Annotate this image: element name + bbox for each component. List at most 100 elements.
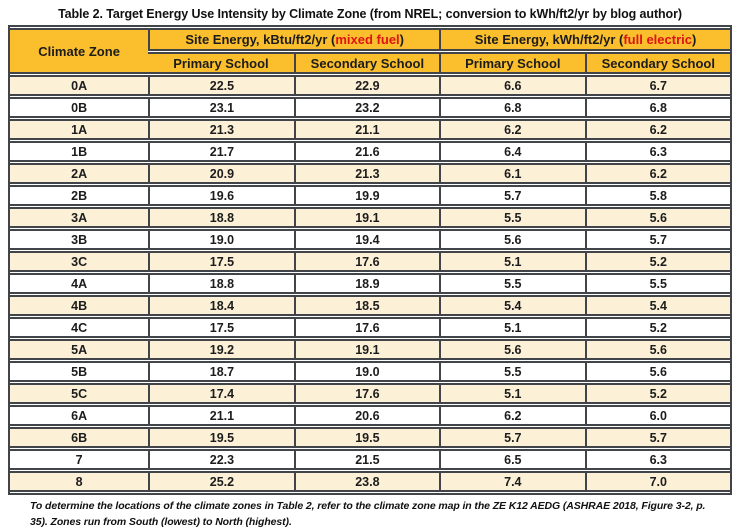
value-cell: 19.5 xyxy=(148,427,294,448)
subheader-mixed-secondary: Secondary School xyxy=(293,52,440,74)
value-cell: 5.5 xyxy=(584,273,730,294)
value-cell: 17.6 xyxy=(293,383,440,404)
value-cell: 5.2 xyxy=(584,383,730,404)
value-cell: 5.6 xyxy=(439,339,585,360)
value-cell: 6.6 xyxy=(439,75,585,96)
subheader-mixed-primary: Primary School xyxy=(148,52,294,74)
value-cell: 19.1 xyxy=(293,339,440,360)
table-row: 1A 21.3 21.1 6.2 6.2 xyxy=(10,119,730,140)
value-cell: 5.5 xyxy=(439,273,585,294)
value-cell: 20.9 xyxy=(148,163,294,184)
table-row: 4C 17.5 17.6 5.1 5.2 xyxy=(10,317,730,338)
table-row: 3C 17.5 17.6 5.1 5.2 xyxy=(10,251,730,272)
group-header-mixed-fuel-suffix: ) xyxy=(399,32,404,47)
zone-cell: 3C xyxy=(10,251,149,272)
value-cell: 5.7 xyxy=(439,185,585,206)
value-cell: 23.2 xyxy=(293,97,440,118)
table-row: 0A 22.5 22.9 6.6 6.7 xyxy=(10,75,730,96)
value-cell: 5.5 xyxy=(439,361,585,382)
value-cell: 25.2 xyxy=(148,471,294,492)
value-cell: 5.4 xyxy=(584,295,730,316)
value-cell: 17.5 xyxy=(148,251,294,272)
value-cell: 5.2 xyxy=(584,251,730,272)
zone-cell: 1B xyxy=(10,141,149,162)
zone-cell: 1A xyxy=(10,119,149,140)
value-cell: 6.2 xyxy=(439,119,585,140)
table-row: 8 25.2 23.8 7.4 7.0 xyxy=(10,471,730,492)
zone-cell: 4B xyxy=(10,295,149,316)
group-header-full-electric-suffix: ) xyxy=(691,32,697,47)
value-cell: 21.6 xyxy=(293,141,440,162)
value-cell: 5.6 xyxy=(439,229,585,250)
value-cell: 21.5 xyxy=(293,449,440,470)
value-cell: 6.3 xyxy=(584,141,730,162)
value-cell: 19.0 xyxy=(293,361,440,382)
value-cell: 5.6 xyxy=(584,339,730,360)
value-cell: 19.1 xyxy=(293,207,440,228)
climate-zone-header: Climate Zone xyxy=(10,28,149,74)
table-row: 3A 18.8 19.1 5.5 5.6 xyxy=(10,207,730,228)
zone-cell: 3A xyxy=(10,207,149,228)
table-row: 0B 23.1 23.2 6.8 6.8 xyxy=(10,97,730,118)
value-cell: 6.1 xyxy=(439,163,585,184)
value-cell: 5.2 xyxy=(584,317,730,338)
zone-cell: 2B xyxy=(10,185,149,206)
value-cell: 18.9 xyxy=(293,273,440,294)
table-row: 6B 19.5 19.5 5.7 5.7 xyxy=(10,427,730,448)
value-cell: 6.3 xyxy=(584,449,730,470)
table-row: 7 22.3 21.5 6.5 6.3 xyxy=(10,449,730,470)
value-cell: 5.6 xyxy=(584,207,730,228)
value-cell: 18.8 xyxy=(148,273,294,294)
value-cell: 5.4 xyxy=(439,295,585,316)
zone-cell: 5A xyxy=(10,339,149,360)
value-cell: 22.5 xyxy=(148,75,294,96)
value-cell: 5.6 xyxy=(584,361,730,382)
group-header-mixed-fuel: Site Energy, kBtu/ft2/yr (mixed fuel) xyxy=(148,28,440,51)
value-cell: 19.0 xyxy=(148,229,294,250)
zone-cell: 0A xyxy=(10,75,149,96)
value-cell: 21.1 xyxy=(148,405,294,426)
zone-cell: 8 xyxy=(10,471,149,492)
table-row: 3B 19.0 19.4 5.6 5.7 xyxy=(10,229,730,250)
value-cell: 18.4 xyxy=(148,295,294,316)
value-cell: 5.7 xyxy=(439,427,585,448)
value-cell: 20.6 xyxy=(293,405,440,426)
value-cell: 6.2 xyxy=(584,119,730,140)
value-cell: 23.1 xyxy=(148,97,294,118)
value-cell: 18.8 xyxy=(148,207,294,228)
group-header-full-electric-prefix: Site Energy, kWh/ft2/yr ( xyxy=(474,32,624,47)
value-cell: 5.7 xyxy=(584,427,730,448)
value-cell: 19.4 xyxy=(293,229,440,250)
value-cell: 5.5 xyxy=(439,207,585,228)
value-cell: 19.9 xyxy=(293,185,440,206)
group-header-full-electric-highlight: full electric xyxy=(623,32,692,47)
zone-cell: 4A xyxy=(10,273,149,294)
table-header: Climate Zone Site Energy, kBtu/ft2/yr (m… xyxy=(10,28,730,74)
table-footnote: To determine the locations of the climat… xyxy=(30,500,706,529)
table-body: 0A 22.5 22.9 6.6 6.7 0B 23.1 23.2 6.8 6.8 1A 21.3 21… xyxy=(10,75,730,492)
value-cell: 7.0 xyxy=(584,471,730,492)
value-cell: 19.2 xyxy=(148,339,294,360)
value-cell: 21.7 xyxy=(148,141,294,162)
table-row: 4A 18.8 18.9 5.5 5.5 xyxy=(10,273,730,294)
value-cell: 5.1 xyxy=(439,383,585,404)
value-cell: 19.5 xyxy=(293,427,440,448)
zone-cell: 3B xyxy=(10,229,149,250)
value-cell: 21.3 xyxy=(148,119,294,140)
zone-cell: 5C xyxy=(10,383,149,404)
value-cell: 21.3 xyxy=(293,163,440,184)
value-cell: 6.4 xyxy=(439,141,585,162)
zone-cell: 4C xyxy=(10,317,149,338)
value-cell: 7.4 xyxy=(439,471,585,492)
group-header-mixed-fuel-highlight: mixed fuel xyxy=(335,32,400,47)
table-row: 4B 18.4 18.5 5.4 5.4 xyxy=(10,295,730,316)
table-title: Table 2. Target Energy Use Intensity by … xyxy=(58,7,682,21)
value-cell: 6.5 xyxy=(439,449,585,470)
value-cell: 17.6 xyxy=(293,251,440,272)
value-cell: 6.7 xyxy=(584,75,730,96)
value-cell: 5.1 xyxy=(439,317,585,338)
eui-table: Climate Zone Site Energy, kBtu/ft2/yr (m… xyxy=(8,25,732,495)
value-cell: 23.8 xyxy=(293,471,440,492)
value-cell: 22.3 xyxy=(148,449,294,470)
